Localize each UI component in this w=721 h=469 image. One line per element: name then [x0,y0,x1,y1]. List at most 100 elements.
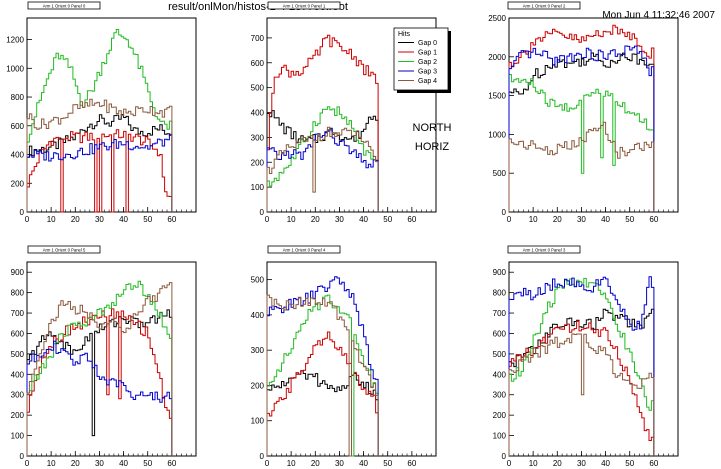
y-tick-label: 100 [11,432,25,441]
panel-title-box [507,1,581,10]
y-tick-label: 400 [493,370,507,379]
x-tick-label: 60 [649,215,658,224]
y-tick-label: 200 [251,158,265,167]
y-tick-label: 100 [251,183,265,192]
x-tick-label: 0 [265,459,270,468]
y-tick-label: 0 [260,208,265,217]
histogram-panel-2: Arm 1 Orient 0 Panel 2 0 10 20 30 40 50 60 0 500 1… [488,1,679,224]
x-tick-label: 50 [625,459,634,468]
x-tick-label: 30 [335,459,344,468]
y-tick-label: 800 [493,289,507,298]
y-tick-label: 400 [251,109,265,118]
legend-title: Hits [398,31,411,38]
y-tick-label: 400 [251,311,265,320]
series-line-gap-3 [266,276,379,456]
x-tick-label: 30 [577,459,586,468]
x-tick-label: 30 [335,215,344,224]
panel-title: Arm 1 Orient 0 Panel 4 [283,248,326,253]
series-line-gap-0 [26,309,173,456]
x-tick-label: 50 [383,459,392,468]
x-tick-label: 10 [287,215,296,224]
panel-title-box [27,1,101,10]
x-tick-label: 50 [143,215,152,224]
x-tick-label: 0 [25,459,30,468]
x-tick-label: 40 [359,459,368,468]
x-tick-label: 50 [625,215,634,224]
panel-title-box [507,245,581,254]
series-line-gap-1 [26,129,173,213]
x-tick-label: 40 [359,215,368,224]
x-tick-label: 40 [601,215,610,224]
y-tick-label: 800 [11,289,25,298]
x-tick-label: 50 [383,215,392,224]
legend: Hits Gap 0 Gap 1 Gap 2 Gap 3 Gap 4 [393,27,451,93]
y-tick-label: 1200 [6,36,24,45]
y-tick-label: 1000 [6,64,24,73]
y-tick-label: 500 [11,350,25,359]
y-tick-label: 700 [493,309,507,318]
series-line-gap-2 [508,74,655,212]
x-tick-label: 20 [311,459,320,468]
y-tick-label: 900 [11,268,25,277]
y-tick-label: 800 [11,93,25,102]
panel-title: Arm 1 Orient 0 Panel 0 [43,4,86,9]
series-line-gap-4 [266,126,379,212]
x-tick-label: 60 [167,215,176,224]
y-tick-label: 100 [251,417,265,426]
series-line-gap-2 [26,29,173,212]
series-line-gap-4 [508,333,655,456]
panel-title-box [27,245,101,254]
y-tick-label: 0 [502,208,507,217]
series-line-gap-2 [508,277,655,456]
panel-title: Arm 1 Orient 0 Panel 3 [523,248,566,253]
x-tick-label: 60 [407,215,416,224]
series-line-gap-4 [26,98,173,212]
panel-title: Arm 1 Orient 0 Panel 1 [283,4,326,9]
y-tick-label: 500 [493,169,507,178]
x-tick-label: 40 [601,459,610,468]
y-tick-label: 200 [11,179,25,188]
x-tick-label: 20 [71,459,80,468]
x-tick-label: 10 [287,459,296,468]
y-tick-label: 1000 [488,130,506,139]
histogram-panel-4: Arm 1 Orient 0 Panel 4 0 10 20 30 40 50 60 0 100 2… [251,245,437,468]
y-tick-label: 300 [251,346,265,355]
x-tick-label: 20 [553,459,562,468]
y-tick-label: 500 [493,350,507,359]
y-tick-label: 500 [251,276,265,285]
y-tick-label: 200 [251,381,265,390]
x-tick-label: 0 [507,459,512,468]
y-tick-label: 200 [11,411,25,420]
y-tick-label: 2000 [488,53,506,62]
panel-title: Arm 1 Orient 0 Panel 5 [43,248,86,253]
y-tick-label: 200 [493,411,507,420]
series-line-gap-3 [508,276,655,456]
x-tick-label: 30 [95,459,104,468]
x-tick-label: 60 [407,459,416,468]
y-tick-label: 600 [493,329,507,338]
y-tick-label: 900 [493,268,507,277]
histogram-panel-5: Arm 1 Orient 0 Panel 30 10 20 30 40 50 6001002… [493,245,679,468]
legend-label: Gap 0 [418,40,437,47]
series-line-gap-0 [26,114,173,212]
y-tick-label: 0 [20,452,25,461]
y-tick-label: 500 [251,84,265,93]
x-tick-label: 10 [529,215,538,224]
x-tick-label: 50 [143,459,152,468]
x-tick-label: 30 [95,215,104,224]
x-tick-label: 30 [577,215,586,224]
x-tick-label: 10 [529,459,538,468]
x-tick-label: 10 [47,215,56,224]
histogram-panel-1: Arm 1 Orient 0 Panel 10 10 20 30 40 50 6001002… [251,1,437,224]
plot-frame [26,261,197,457]
y-tick-label: 300 [493,391,507,400]
annotation-horiz: HORIZ [415,141,450,153]
series-line-gap-2 [266,106,379,212]
legend-box [393,27,449,91]
y-tick-label: 600 [11,329,25,338]
x-tick-label: 0 [265,215,270,224]
y-tick-label: 400 [11,370,25,379]
x-tick-label: 20 [553,215,562,224]
x-tick-label: 60 [167,459,176,468]
